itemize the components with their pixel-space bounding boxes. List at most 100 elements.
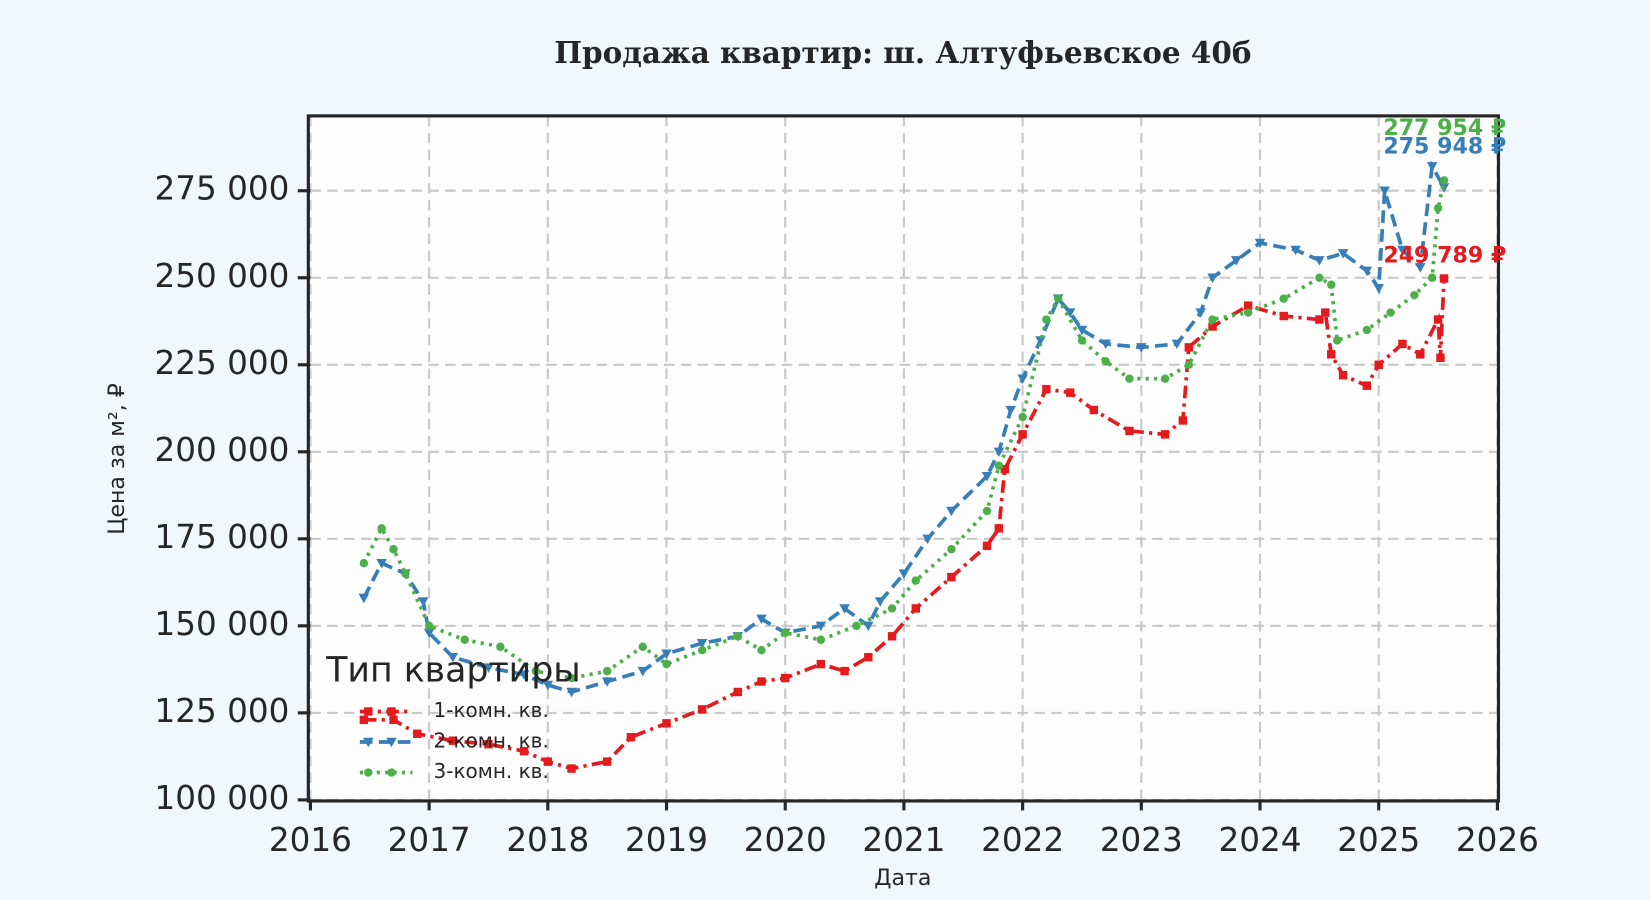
y-tick-label: 250 000 [155, 257, 290, 295]
y-tick-label: 150 000 [155, 605, 290, 643]
y-tick-label: 100 000 [155, 779, 290, 817]
marker [887, 604, 897, 613]
marker [358, 593, 370, 604]
marker [994, 524, 1004, 533]
marker [447, 652, 459, 663]
marker [566, 687, 577, 698]
marker [815, 621, 827, 632]
marker [662, 659, 671, 669]
marker [1362, 381, 1372, 390]
legend-item: 3-комн. кв. [359, 759, 549, 783]
marker [1100, 339, 1111, 350]
marker [1125, 426, 1134, 436]
marker [363, 737, 374, 748]
marker [638, 642, 647, 651]
marker [1327, 350, 1336, 359]
marker [387, 707, 396, 716]
marker [542, 680, 554, 691]
x-tick-label: 2022 [981, 821, 1064, 859]
marker [781, 673, 790, 683]
chart-title: Продажа квартир: ш. Алтуфьевское 40б [554, 35, 1251, 70]
marker [852, 621, 861, 631]
marker [389, 545, 398, 554]
x-tick-label: 2025 [1337, 821, 1420, 859]
marker [518, 670, 530, 680]
marker [1035, 336, 1046, 346]
marker [1231, 256, 1242, 266]
x-tick-label: 2019 [625, 821, 708, 859]
marker [1433, 315, 1443, 324]
marker [1243, 308, 1253, 317]
marker [1207, 273, 1218, 284]
marker [1064, 308, 1076, 318]
marker [1427, 273, 1437, 282]
marker [376, 558, 387, 569]
marker [1018, 412, 1027, 422]
marker [864, 652, 873, 662]
y-axis-label: Цена за м², ₽ [104, 383, 130, 535]
x-tick-label: 2024 [1219, 821, 1302, 859]
marker [389, 715, 398, 725]
legend-item: 1-комн. кв. [359, 698, 549, 722]
marker [364, 768, 373, 777]
y-tick-label: 200 000 [155, 431, 290, 469]
marker [1195, 308, 1206, 318]
marker [519, 746, 529, 756]
marker [1386, 308, 1395, 317]
marker [364, 707, 373, 716]
marker [1042, 384, 1051, 394]
marker [1398, 339, 1407, 349]
marker [993, 447, 1005, 458]
marker [1184, 343, 1194, 352]
marker [816, 635, 826, 644]
y-tick-label: 175 000 [155, 518, 290, 556]
marker [483, 663, 494, 673]
marker [417, 597, 429, 607]
marker [1089, 405, 1099, 415]
marker [1315, 315, 1324, 324]
marker [1362, 325, 1372, 335]
marker [947, 572, 956, 582]
series-line [363, 278, 1446, 771]
marker [1254, 238, 1266, 249]
marker [662, 719, 671, 728]
y-tick-label: 125 000 [155, 692, 290, 730]
marker [1426, 162, 1438, 172]
marker [1184, 360, 1194, 369]
marker [1337, 249, 1349, 259]
marker [756, 614, 767, 625]
marker [1433, 203, 1443, 213]
lines [358, 160, 1450, 773]
marker [887, 632, 897, 641]
marker [816, 659, 826, 669]
marker [1077, 336, 1087, 345]
marker [781, 628, 790, 638]
marker [601, 677, 613, 687]
marker [1315, 273, 1324, 282]
x-tick-label: 2020 [744, 821, 827, 859]
series [358, 160, 1450, 698]
marker [922, 534, 933, 545]
marker [757, 677, 766, 686]
end-label: 275 948 ₽ [1383, 133, 1506, 159]
marker [1160, 374, 1170, 383]
ticks: 2016 2017 2018 2019 2020 2021 2022 2023 2024 2025… [155, 170, 1539, 859]
marker [1439, 176, 1449, 185]
marker [947, 545, 956, 554]
marker [567, 673, 576, 683]
marker [1436, 353, 1445, 363]
marker [531, 666, 541, 676]
marker [359, 558, 369, 568]
marker [911, 604, 921, 613]
legend-label: 3-комн. кв. [434, 759, 549, 783]
marker [697, 646, 707, 655]
marker [1374, 360, 1383, 369]
marker [1338, 371, 1348, 380]
marker [1415, 263, 1426, 273]
marker [661, 649, 672, 659]
marker [1065, 388, 1075, 397]
marker [1290, 245, 1301, 256]
marker [1042, 315, 1051, 324]
